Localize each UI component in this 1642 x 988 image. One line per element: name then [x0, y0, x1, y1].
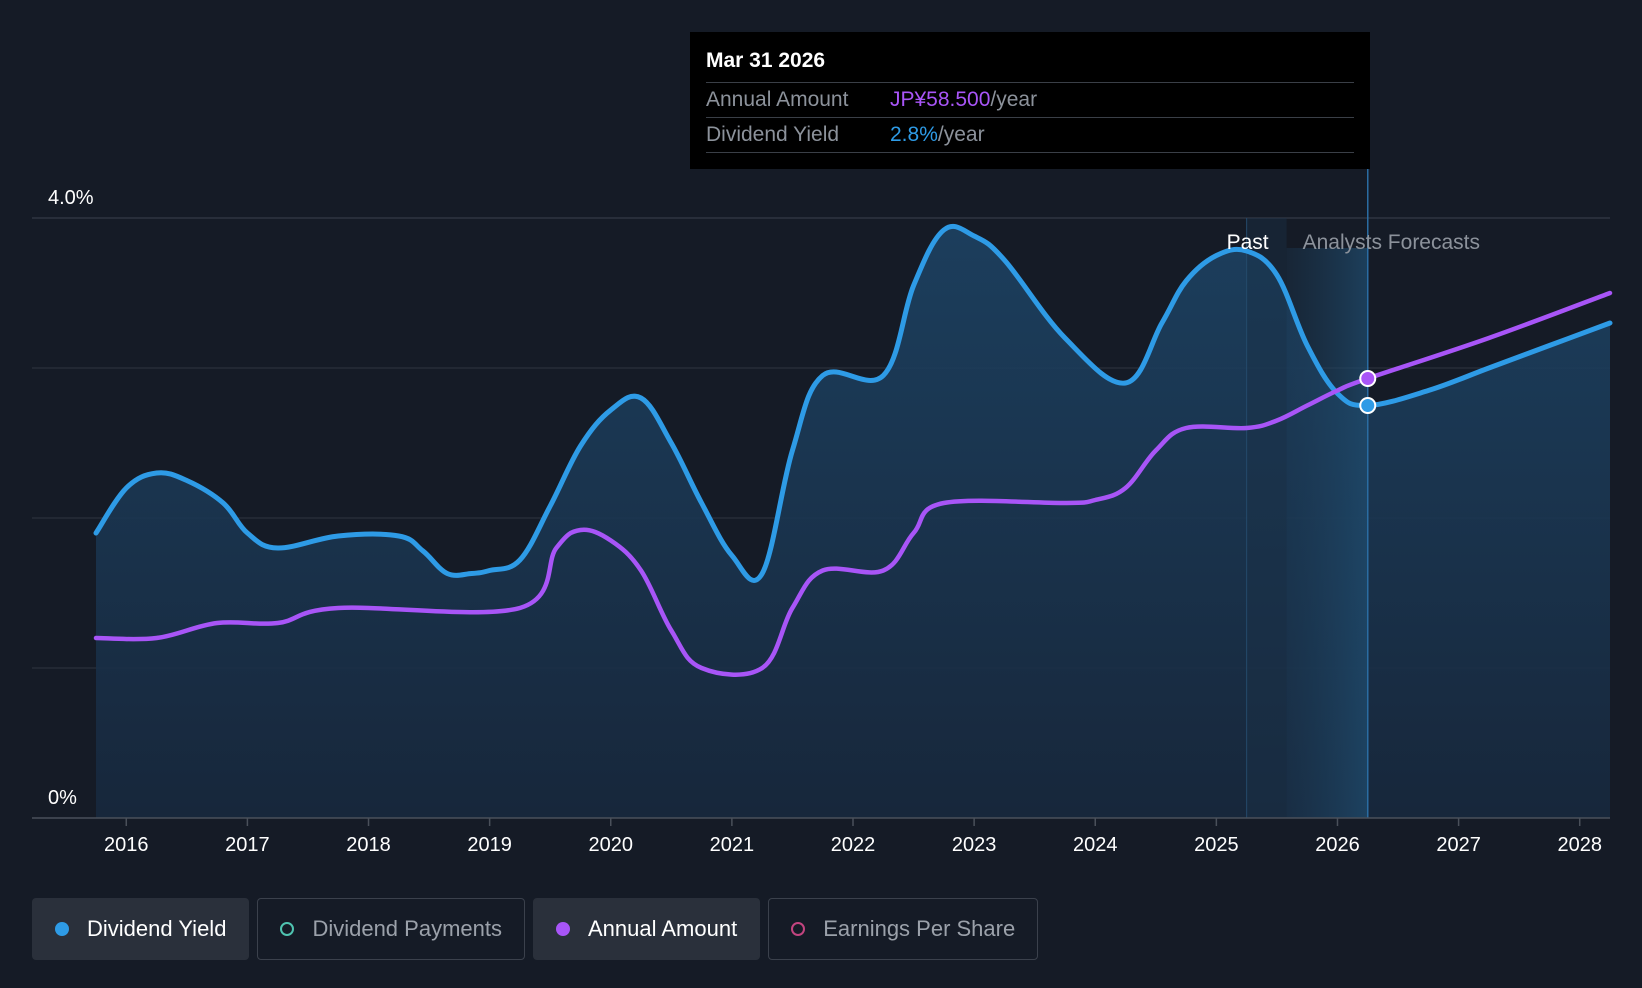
forecast-label: Analysts Forecasts — [1303, 231, 1480, 254]
y-tick-label: 0% — [48, 787, 77, 809]
filled-circle-icon — [55, 922, 69, 936]
forecast-shade — [1246, 169, 1369, 818]
tooltip-date: Mar 31 2026 — [706, 46, 1354, 83]
dividend-yield-area — [96, 226, 1610, 818]
tooltip-amount-value: JP¥58.500 — [890, 88, 991, 111]
x-tick-label: 2025 — [1194, 834, 1239, 856]
x-tick-label: 2018 — [346, 834, 391, 856]
past-boundary-shade — [1246, 218, 1287, 818]
x-tick-label: 2023 — [952, 834, 997, 856]
dividend-yield-point — [1359, 397, 1377, 414]
x-tick-label: 2017 — [225, 834, 270, 856]
x-tick-label: 2016 — [104, 834, 149, 856]
x-tick-label: 2019 — [467, 834, 512, 856]
legend-annual-amount-button[interactable]: Annual Amount — [532, 898, 761, 960]
tooltip-amount-label: Annual Amount — [706, 88, 849, 111]
x-tick-label: 2020 — [589, 834, 634, 856]
axes: 2016 2017 2018 2019 2020 2021 2022 2023 2024 2025… — [32, 817, 1610, 856]
tooltip-yield-label: Dividend Yield — [706, 123, 840, 146]
past-label: Past — [1227, 231, 1269, 254]
x-tick-label: 2028 — [1557, 834, 1602, 856]
chart-tooltip: Mar 31 2026 Annual Amount JP¥58.500 /yea… — [690, 32, 1370, 169]
hollow-circle-icon — [280, 922, 295, 936]
x-tick-label: 2022 — [831, 834, 876, 856]
region-labels: Past Analysts Forecasts — [1227, 231, 1480, 254]
x-tick-label: 2027 — [1436, 834, 1481, 856]
legend-dividend-yield-button[interactable]: Dividend Yield — [32, 898, 250, 960]
x-tick-label: 2024 — [1073, 834, 1118, 856]
annual-amount-point — [1359, 370, 1377, 387]
legend-dividend-payments-button[interactable]: Dividend Payments — [257, 898, 525, 960]
x-tick-label: 2026 — [1315, 834, 1360, 856]
tooltip-yield-value: 2.8% — [890, 123, 938, 146]
legend-earnings-per-share-button[interactable]: Earnings Per Share — [768, 898, 1039, 960]
highlight-points — [1359, 370, 1377, 414]
legend-label: Dividend Yield — [87, 916, 227, 941]
annual-amount-line — [93, 290, 1613, 677]
y-tick-label: 4.0% — [48, 187, 94, 209]
dividend-yield-line — [93, 223, 1613, 583]
legend-label: Dividend Payments — [312, 916, 502, 941]
tooltip-yield-row: Dividend Yield 2.8% /year — [706, 118, 1354, 153]
yield-area — [96, 226, 1610, 818]
x-tick-label: 2021 — [710, 834, 755, 856]
tooltip-amount-unit: /year — [990, 88, 1038, 111]
filled-circle-icon — [555, 922, 570, 936]
hollow-circle-icon — [791, 922, 806, 936]
forecast-shade — [1286, 248, 1368, 818]
series-lines — [93, 223, 1613, 677]
chart-legend: Dividend Yield Dividend Payments Annual … — [32, 898, 1046, 960]
tooltip-yield-unit: /year — [937, 123, 985, 146]
legend-label: Annual Amount — [587, 916, 738, 941]
legend-label: Earnings Per Share — [823, 916, 1016, 941]
tooltip-amount-row: Annual Amount JP¥58.500 /year — [706, 83, 1354, 118]
